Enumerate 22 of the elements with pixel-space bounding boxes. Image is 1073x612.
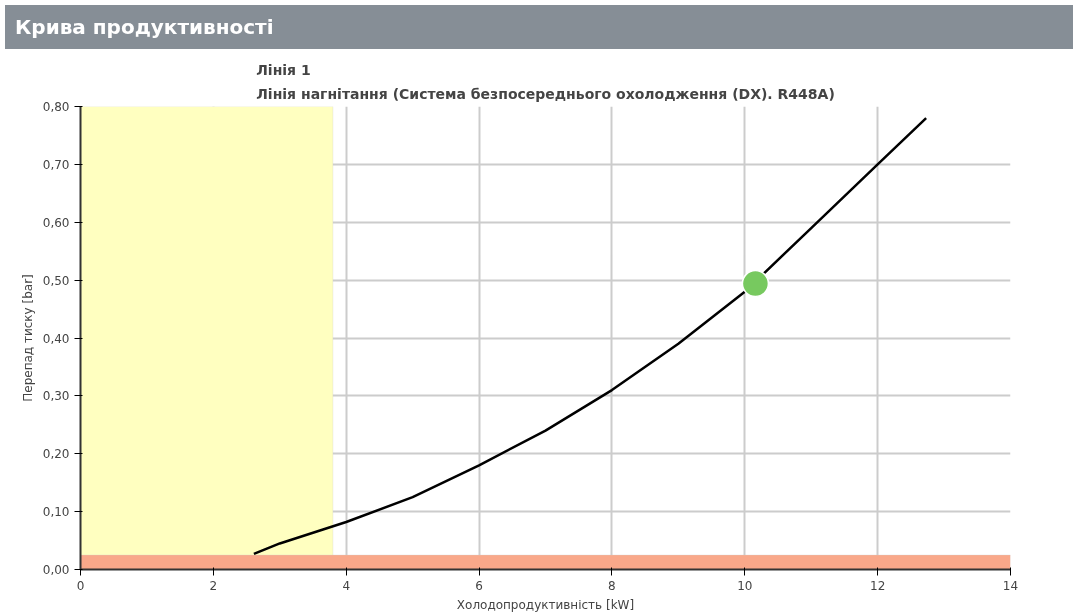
x-tick-label: 14 bbox=[1002, 578, 1019, 593]
x-tick-label: 4 bbox=[342, 578, 351, 593]
y-tick-label: 0,40 bbox=[42, 331, 70, 346]
y-tick-label: 0,00 bbox=[42, 563, 70, 577]
chart-title: Крива продуктивності bbox=[15, 14, 274, 41]
line-series bbox=[252, 116, 928, 556]
x-tick-label: 6 bbox=[475, 578, 483, 593]
x-tick-label: 12 bbox=[870, 578, 886, 593]
x-tick-label: 2 bbox=[209, 578, 218, 593]
x-tick-label: 10 bbox=[737, 578, 753, 593]
x-tick-label: 0 bbox=[76, 578, 85, 593]
x-axis-title: Холодопродуктивність [kW] bbox=[456, 597, 635, 612]
chart-subtitle: Лінія 1 Лінія нагнітання (Система безпосереднього охолодження (DX). R448A) bbox=[256, 61, 835, 102]
y-tick-label: 0,80 bbox=[42, 100, 70, 114]
y-tick-label: 0,50 bbox=[42, 273, 70, 288]
y-tick-label: 0,70 bbox=[42, 157, 70, 172]
y-axis-title: Перепад тиску [bar] bbox=[20, 274, 35, 402]
y-tick-label: 0,20 bbox=[42, 447, 70, 462]
x-tick-label: 8 bbox=[608, 578, 616, 593]
y-tick-label: 0,10 bbox=[42, 505, 70, 520]
y-tick-label: 0,60 bbox=[42, 215, 70, 230]
y-tick-label: 0,30 bbox=[42, 389, 70, 404]
